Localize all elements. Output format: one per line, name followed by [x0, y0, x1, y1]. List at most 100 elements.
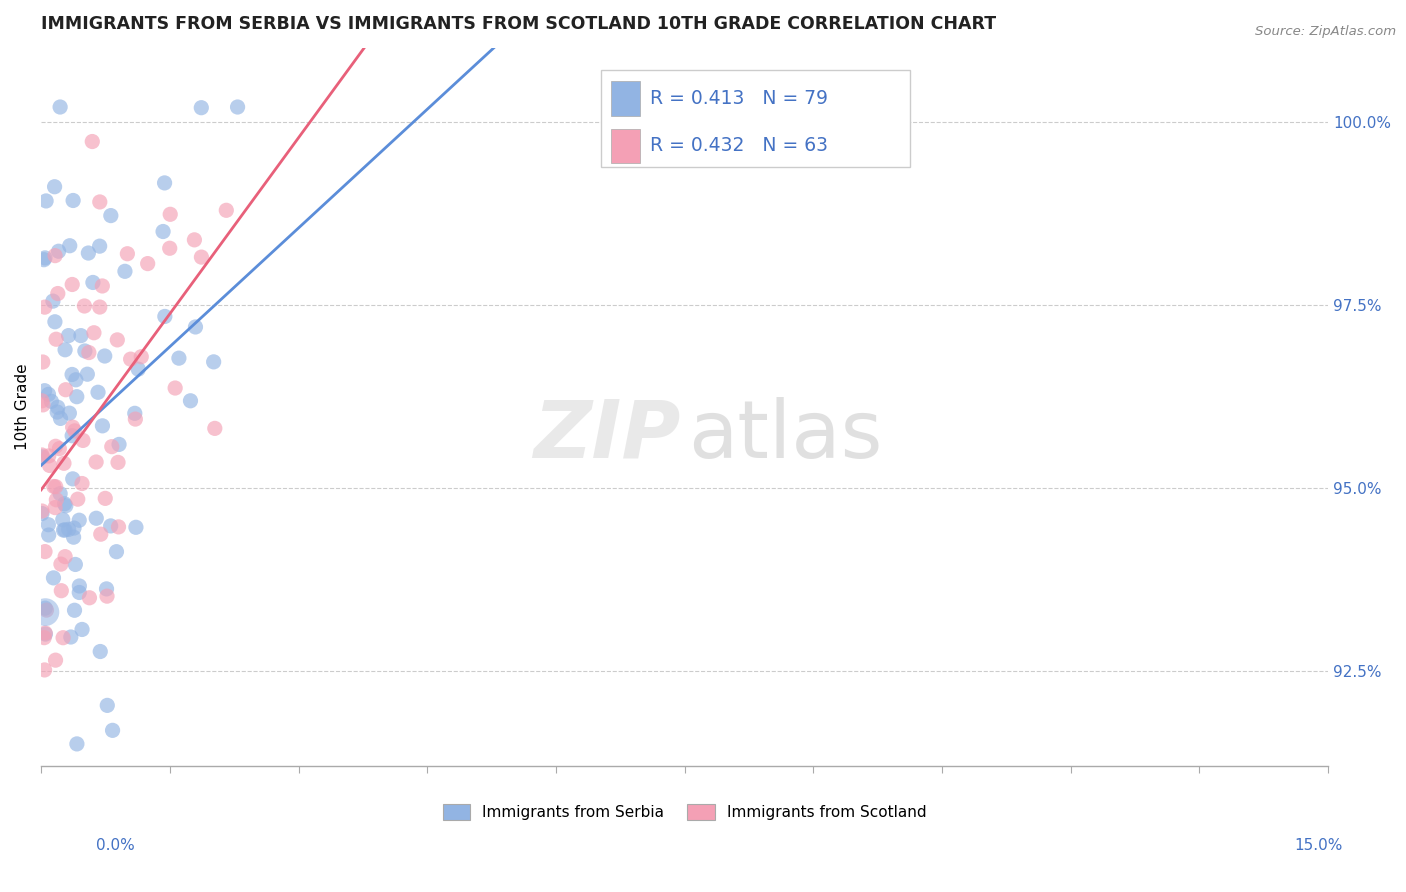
- Point: [44, 179, 66, 194]
- Text: atlas: atlas: [689, 397, 883, 475]
- Point: [35, 603, 58, 617]
- Point: [70, 476, 93, 491]
- Text: 0.0%: 0.0%: [96, 838, 135, 853]
- Point: [70, 328, 93, 343]
- Point: [45, 492, 67, 507]
- FancyBboxPatch shape: [612, 81, 640, 116]
- Text: R = 0.413   N = 79: R = 0.413 N = 79: [650, 89, 828, 108]
- Point: [49, 411, 72, 425]
- Point: [129, 350, 152, 364]
- Point: [42, 294, 65, 309]
- Point: [67, 579, 90, 593]
- Point: [34, 663, 56, 677]
- Point: [63, 603, 86, 617]
- Point: [107, 520, 129, 534]
- Point: [167, 351, 190, 366]
- Point: [53, 523, 76, 537]
- Text: R = 0.432   N = 63: R = 0.432 N = 63: [650, 136, 828, 155]
- Point: [46, 405, 69, 419]
- Point: [153, 310, 176, 324]
- Point: [124, 412, 146, 426]
- Point: [62, 530, 84, 544]
- Point: [42, 479, 65, 493]
- Point: [34, 601, 56, 615]
- Text: Source: ZipAtlas.com: Source: ZipAtlas.com: [1256, 25, 1396, 38]
- Point: [45, 653, 67, 667]
- Point: [124, 406, 146, 420]
- Point: [63, 521, 86, 535]
- Point: [34, 300, 56, 314]
- Point: [31, 393, 53, 408]
- Text: IMMIGRANTS FROM SERBIA VS IMMIGRANTS FROM SCOTLAND 10TH GRADE CORRELATION CHART: IMMIGRANTS FROM SERBIA VS IMMIGRANTS FRO…: [41, 15, 997, 33]
- Point: [190, 250, 212, 264]
- Point: [179, 393, 201, 408]
- Point: [67, 585, 90, 599]
- Point: [153, 176, 176, 190]
- Point: [73, 299, 96, 313]
- Point: [84, 511, 107, 525]
- Point: [55, 383, 77, 397]
- Point: [38, 458, 60, 473]
- Point: [52, 523, 75, 537]
- Point: [66, 492, 89, 507]
- Point: [60, 277, 83, 292]
- Point: [44, 315, 66, 329]
- Point: [62, 420, 84, 434]
- Point: [125, 520, 148, 534]
- Point: [53, 497, 76, 511]
- Point: [35, 194, 58, 208]
- Text: 15.0%: 15.0%: [1295, 838, 1343, 853]
- Point: [34, 384, 56, 398]
- Point: [59, 630, 82, 644]
- Point: [32, 252, 55, 267]
- Point: [120, 352, 142, 367]
- Point: [66, 737, 89, 751]
- Point: [45, 439, 67, 453]
- Point: [215, 203, 238, 218]
- Point: [31, 504, 53, 518]
- Point: [117, 246, 139, 260]
- Point: [38, 449, 60, 463]
- Point: [58, 328, 80, 343]
- Point: [51, 583, 73, 598]
- Point: [60, 368, 83, 382]
- Point: [63, 424, 86, 438]
- Point: [84, 455, 107, 469]
- Legend: Immigrants from Serbia, Immigrants from Scotland: Immigrants from Serbia, Immigrants from …: [436, 798, 932, 826]
- Point: [49, 557, 72, 571]
- Point: [44, 500, 66, 515]
- Point: [202, 355, 225, 369]
- Point: [89, 239, 111, 253]
- Point: [93, 349, 115, 363]
- Point: [55, 499, 77, 513]
- Point: [73, 343, 96, 358]
- Point: [72, 434, 94, 448]
- Point: [79, 591, 101, 605]
- Point: [100, 519, 122, 533]
- Point: [34, 627, 56, 641]
- Point: [34, 626, 56, 640]
- Point: [67, 513, 90, 527]
- Point: [48, 244, 70, 259]
- Point: [52, 631, 75, 645]
- Point: [96, 582, 118, 596]
- Point: [159, 207, 181, 221]
- Point: [45, 332, 67, 346]
- Point: [31, 507, 53, 521]
- Point: [49, 100, 72, 114]
- Point: [38, 528, 60, 542]
- Y-axis label: 10th Grade: 10th Grade: [15, 364, 30, 450]
- Point: [136, 257, 159, 271]
- Point: [204, 421, 226, 435]
- Point: [90, 527, 112, 541]
- Point: [107, 455, 129, 469]
- Point: [89, 194, 111, 209]
- Point: [31, 355, 53, 369]
- Point: [52, 512, 75, 526]
- FancyBboxPatch shape: [600, 70, 910, 167]
- Point: [32, 631, 55, 645]
- Point: [76, 368, 98, 382]
- Point: [31, 450, 53, 464]
- Point: [34, 605, 56, 619]
- Point: [89, 644, 111, 658]
